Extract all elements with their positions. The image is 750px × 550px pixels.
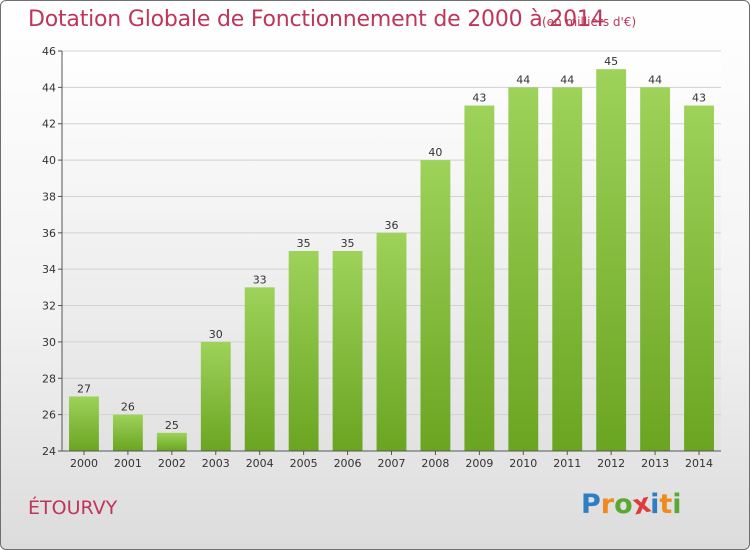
logo-letter: i [650,489,660,520]
bar-value-label: 35 [297,237,311,250]
chart-subtitle: (en milliers d'€) [542,15,637,29]
bar-value-label: 35 [341,237,355,250]
bar [464,105,495,451]
x-tick-label: 2010 [509,457,537,470]
y-tick-label: 26 [42,409,56,422]
x-tick-label: 2009 [465,457,493,470]
bar [596,69,627,451]
x-tick-label: 2004 [246,457,274,470]
y-tick-label: 30 [42,336,56,349]
bar-value-label: 44 [648,73,662,86]
bar [508,87,539,451]
bar [69,396,99,451]
bar [156,432,187,451]
x-tick-label: 2002 [158,457,186,470]
bar-value-label: 43 [692,92,706,105]
x-tick-label: 2008 [421,457,449,470]
y-tick-label: 24 [42,445,56,458]
x-tick-label: 2014 [685,457,713,470]
y-tick-label: 36 [42,227,56,240]
bar-value-label: 43 [472,92,486,105]
bar-value-label: 30 [209,328,223,341]
x-tick-label: 2007 [378,457,406,470]
x-tick-label: 2012 [597,457,625,470]
y-tick-label: 42 [42,118,56,131]
y-tick-label: 34 [42,263,56,276]
bar [200,341,231,451]
proxiti-logo: Proxiti [581,488,682,522]
logo-letter: o [614,489,633,520]
bar [288,251,319,451]
bar [420,160,451,451]
bar-value-label: 44 [560,73,574,86]
bar [552,87,583,451]
bar-value-label: 27 [77,382,91,395]
y-tick-label: 40 [42,154,56,167]
bar-value-label: 40 [428,146,442,159]
x-tick-label: 2006 [334,457,362,470]
bar-value-label: 25 [165,419,179,432]
logo-letter: P [581,489,601,520]
x-tick-label: 2000 [70,457,98,470]
x-tick-label: 2013 [641,457,669,470]
y-tick-label: 46 [42,45,56,58]
x-tick-label: 2001 [114,457,142,470]
bar-value-label: 36 [385,219,399,232]
bar [332,251,363,451]
logo-letter: i [672,489,682,520]
chart-title: Dotation Globale de Fonctionnement de 20… [28,7,605,32]
bar-value-label: 26 [121,401,135,414]
bar-value-label: 44 [516,73,530,86]
y-tick-label: 44 [42,81,56,94]
bar-value-label: 33 [253,273,267,286]
bar [640,87,671,451]
x-tick-label: 2005 [290,457,318,470]
logo-letter: r [600,489,615,520]
bar-value-label: 45 [604,55,618,68]
bar [684,105,714,451]
y-tick-label: 38 [42,190,56,203]
bar [112,414,143,451]
x-tick-label: 2011 [553,457,581,470]
commune-name: ÉTOURVY [28,497,118,519]
logo-letter: t [659,489,673,520]
y-tick-label: 28 [42,372,56,385]
bar [244,287,275,451]
x-tick-label: 2003 [202,457,230,470]
y-tick-label: 32 [42,300,56,313]
bar [376,232,407,451]
